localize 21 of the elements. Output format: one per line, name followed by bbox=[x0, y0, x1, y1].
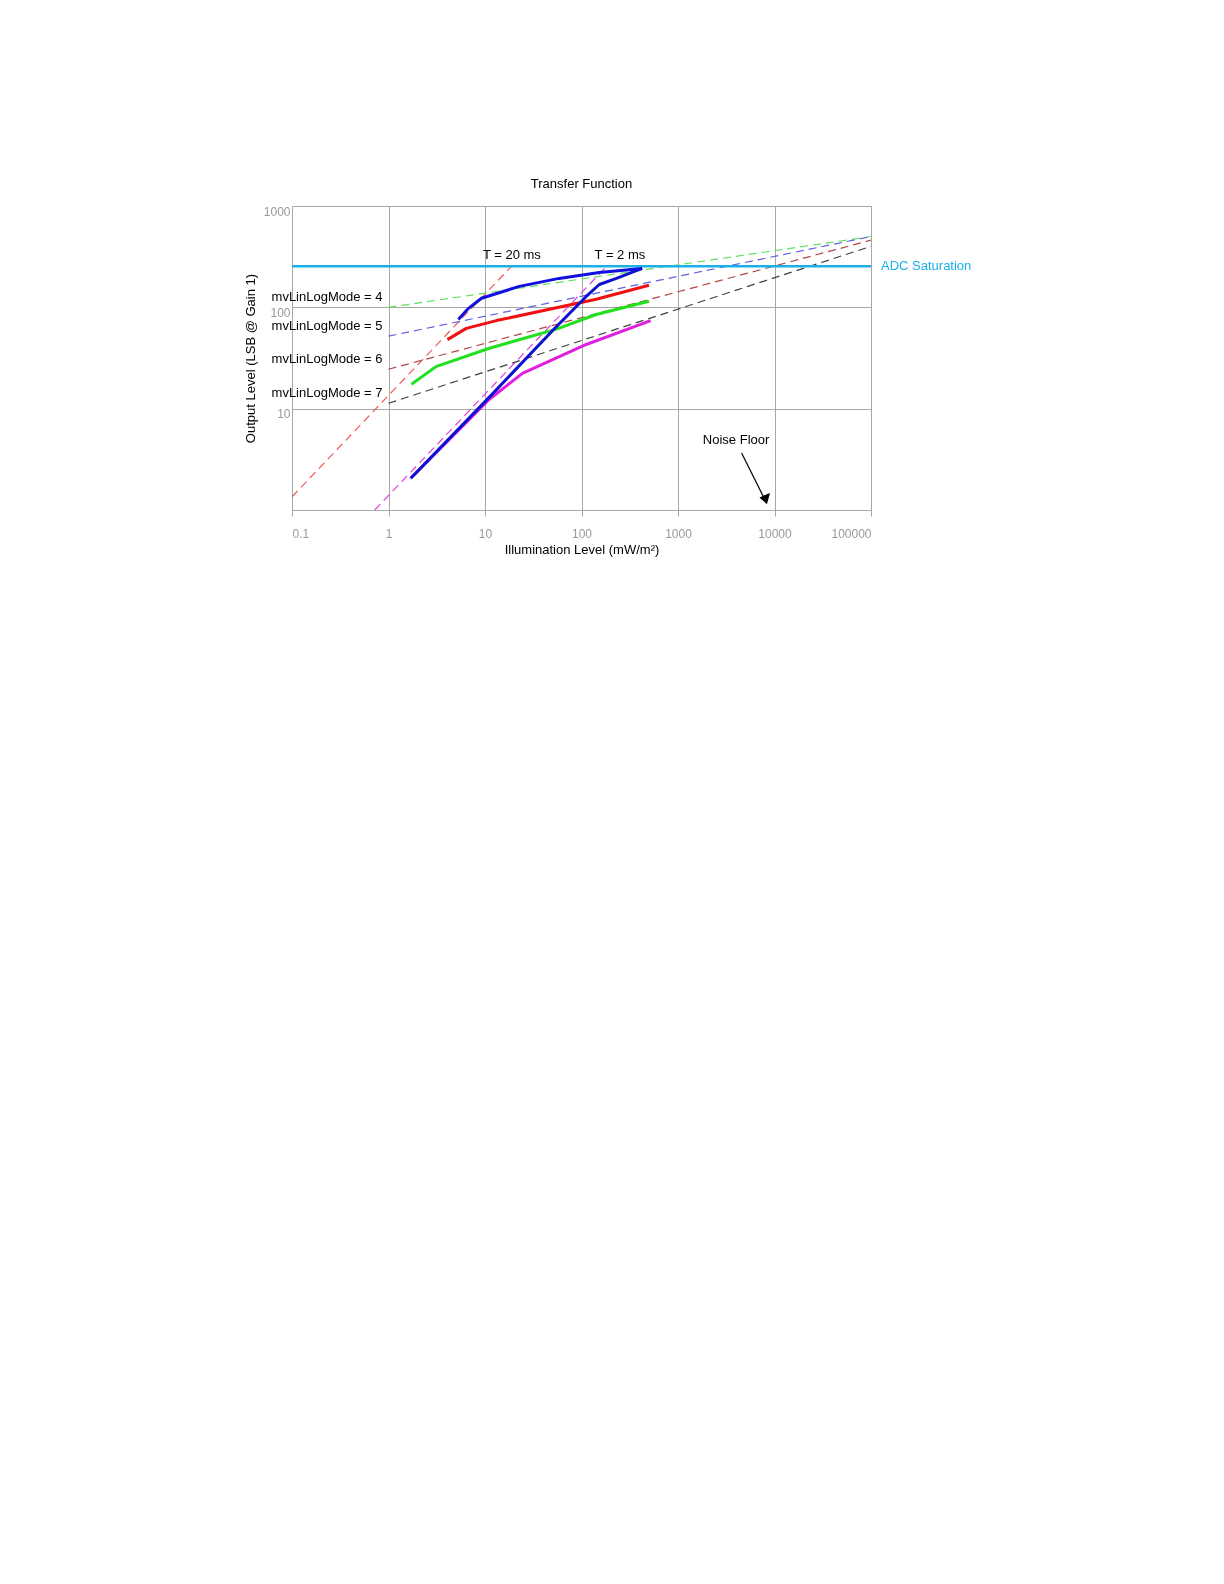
annotation: Noise Floor bbox=[702, 432, 770, 448]
x-tick-label: 100 bbox=[571, 526, 593, 541]
x-tick-label: 10 bbox=[478, 526, 493, 541]
y-tick-label: 1000 bbox=[263, 204, 291, 219]
annotation: mvLinLogMode = 5 bbox=[271, 318, 383, 334]
annotation: mvLinLogMode = 6 bbox=[271, 351, 383, 367]
annotation: T = 20 ms bbox=[482, 247, 542, 263]
annotation: mvLinLogMode = 4 bbox=[271, 289, 383, 305]
y-axis-title: Output Level (LSB @ Gain 1) bbox=[242, 273, 258, 444]
x-axis-title: Illumination Level (mW/m²) bbox=[504, 541, 660, 557]
annotation: mvLinLogMode = 7 bbox=[271, 385, 383, 401]
x-tick-label: 10000 bbox=[758, 526, 793, 541]
x-tick-label: 0.1 bbox=[292, 526, 310, 541]
y-tick-label: 10 bbox=[277, 407, 291, 422]
x-tick-label: 100000 bbox=[831, 526, 872, 541]
ref-line-label: ADC Saturation bbox=[881, 258, 972, 274]
chart-title: Transfer Function bbox=[530, 176, 633, 191]
x-tick-label: 1 bbox=[385, 526, 393, 541]
y-tick-label: 100 bbox=[270, 305, 291, 320]
x-tick-label: 1000 bbox=[665, 526, 693, 541]
annotation: T = 2 ms bbox=[594, 247, 646, 263]
